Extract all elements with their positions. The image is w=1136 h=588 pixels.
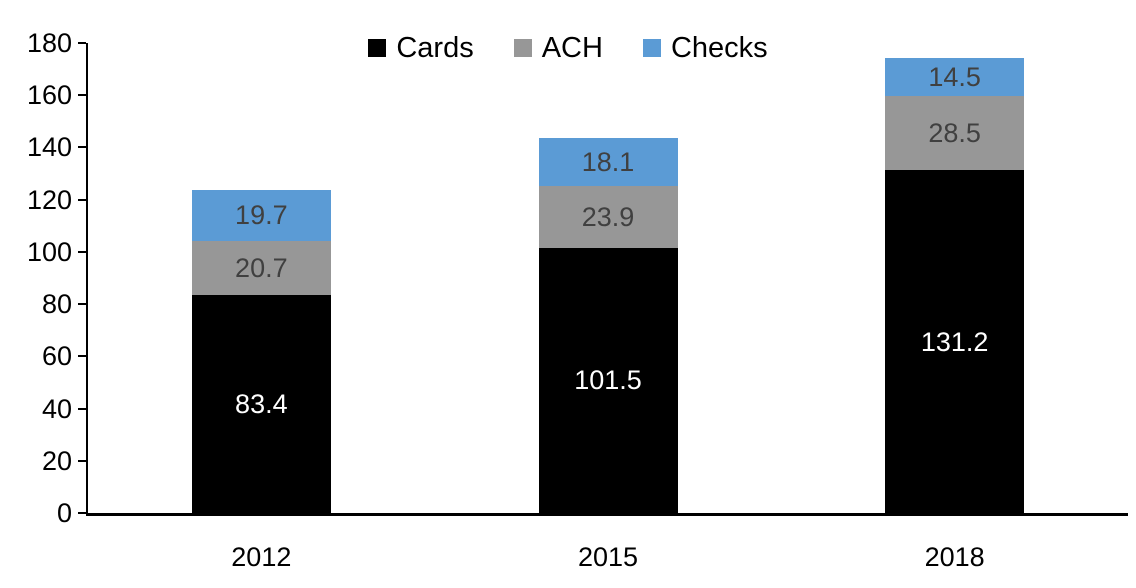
bar-segment	[538, 247, 678, 513]
legend-label: Checks	[670, 32, 768, 64]
y-tick	[78, 250, 86, 253]
y-tick-label: 140	[26, 132, 72, 163]
bar-segment-label: 14.5	[928, 62, 981, 93]
legend-item: ACH	[513, 30, 603, 66]
legend-label: Cards	[396, 32, 474, 64]
y-axis-line	[86, 43, 88, 514]
y-tick-label: 180	[26, 28, 72, 58]
legend-item: Checks	[642, 30, 768, 66]
legend-swatch-icon	[513, 39, 532, 57]
y-tick-label: 120	[26, 184, 72, 215]
y-tick	[78, 94, 86, 97]
y-tick	[78, 303, 86, 306]
x-tick-label: 2015	[577, 542, 639, 572]
y-tick-label: 60	[41, 341, 72, 372]
bar-segment	[538, 185, 678, 248]
legend-swatch-icon	[368, 39, 387, 57]
bar-segment	[191, 295, 331, 513]
y-tick-label: 20	[41, 445, 72, 476]
bar-segment-label: 19.7	[235, 200, 288, 231]
y-tick	[78, 198, 86, 201]
bar-segment	[191, 241, 331, 296]
y-tick	[78, 512, 86, 514]
y-tick-label: 100	[26, 236, 72, 267]
bar-segment	[538, 138, 678, 186]
bar-segment-label: 83.4	[235, 389, 288, 420]
bar-segment	[191, 189, 331, 242]
x-axis-line	[86, 513, 1128, 516]
bar-segment	[885, 170, 1025, 513]
y-tick-label: 40	[41, 393, 72, 424]
legend-swatch-icon	[642, 39, 661, 57]
y-tick	[78, 355, 86, 358]
legend-label: ACH	[541, 32, 603, 64]
bar-segment-label: 101.5	[574, 365, 642, 396]
y-tick	[78, 407, 86, 410]
x-tick-label: 2018	[924, 542, 985, 572]
bar-segment	[885, 58, 1025, 96]
y-tick	[78, 459, 86, 462]
bar-segment-label: 18.1	[581, 146, 635, 177]
y-tick-label: 80	[41, 289, 72, 320]
bar-segment-label: 28.5	[928, 118, 981, 149]
chart-legend: Cards ACH Checks	[0, 30, 1136, 66]
y-tick-label: 160	[26, 80, 72, 111]
bar-segment-label: 23.9	[581, 201, 635, 232]
y-tick	[78, 146, 86, 149]
bar-segment	[885, 96, 1025, 171]
bar-segment-label: 20.7	[235, 253, 288, 284]
y-tick-label: 0	[56, 498, 72, 528]
legend-item: Cards	[368, 30, 474, 66]
x-tick-label: 2012	[231, 542, 292, 572]
bar-segment-label: 131.2	[920, 326, 989, 357]
y-tick	[78, 42, 86, 44]
